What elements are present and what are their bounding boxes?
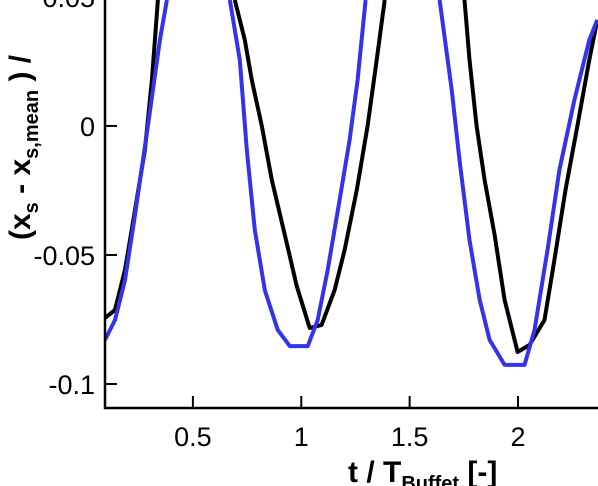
x-label-part: [-] <box>459 456 497 486</box>
x-axis-label: t / TBuffet [-] <box>348 456 497 486</box>
y-tick-label: -0.05 <box>33 241 95 271</box>
y-label-part: (x <box>4 213 37 240</box>
x-label-part: t / T <box>348 456 401 486</box>
x-tick-label: 1.5 <box>391 422 429 452</box>
y-label-sub: s <box>21 202 43 213</box>
line-series <box>105 0 598 354</box>
plot-area <box>105 0 598 367</box>
line-series <box>105 0 598 367</box>
y-label-part: - x <box>4 159 37 203</box>
x-label-sub: Buffet <box>401 473 459 486</box>
x-tick-label: 2 <box>511 422 526 452</box>
x-tick-label: 1 <box>294 422 309 452</box>
y-tick-label: -0.1 <box>48 370 95 400</box>
y-tick-label: 0.05 <box>42 0 95 13</box>
y-label-part: ) / <box>4 54 37 90</box>
y-axis-label: (xs - xs,mean ) / <box>4 54 43 240</box>
x-tick-label: 0.5 <box>174 422 212 452</box>
y-label-sub: s,mean <box>21 90 43 159</box>
y-tick-label: 0 <box>80 112 95 142</box>
